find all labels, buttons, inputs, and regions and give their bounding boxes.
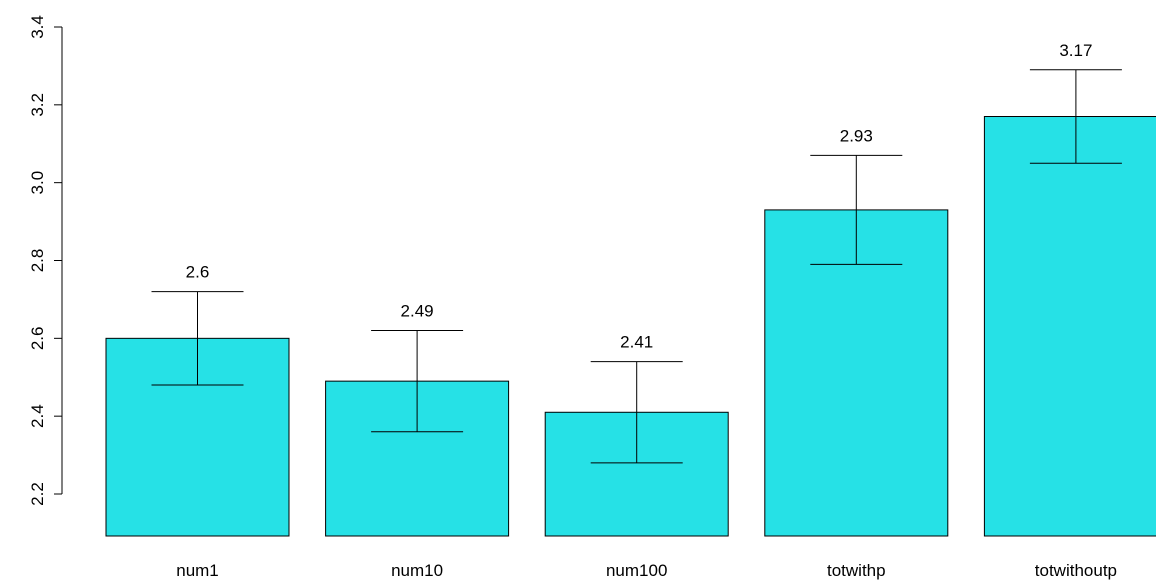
value-label: 2.6	[186, 263, 210, 282]
y-tick-label: 2.8	[28, 249, 47, 273]
value-labels: 2.6 2.49 2.41 2.93 3.17	[186, 41, 1093, 352]
value-label: 2.93	[840, 126, 873, 145]
bar-totwithp	[764, 209, 949, 537]
value-label: 2.41	[620, 333, 653, 352]
y-tick-label: 2.6	[28, 327, 47, 351]
y-tick-label: 3.2	[28, 93, 47, 117]
category-labels: num1 num10 num100 totwithp totwithoutp	[176, 561, 1117, 580]
y-tick-label: 2.2	[28, 482, 47, 506]
bar-totwithoutp	[983, 116, 1156, 537]
value-label: 3.17	[1059, 41, 1092, 60]
y-tick-label: 2.4	[28, 404, 47, 428]
category-label: num100	[606, 561, 667, 580]
value-label: 2.49	[401, 302, 434, 321]
error-bars	[151, 69, 1122, 464]
category-label: totwithp	[827, 561, 886, 580]
category-label: totwithoutp	[1035, 561, 1117, 580]
category-label: num1	[176, 561, 219, 580]
bars	[105, 116, 1156, 537]
y-tick-label: 3.0	[28, 171, 47, 195]
y-tick-label: 3.4	[28, 15, 47, 39]
y-axis: 2.2 2.4 2.6 2.8 3.0 3.2 3.4	[28, 15, 63, 506]
category-label: num10	[391, 561, 443, 580]
